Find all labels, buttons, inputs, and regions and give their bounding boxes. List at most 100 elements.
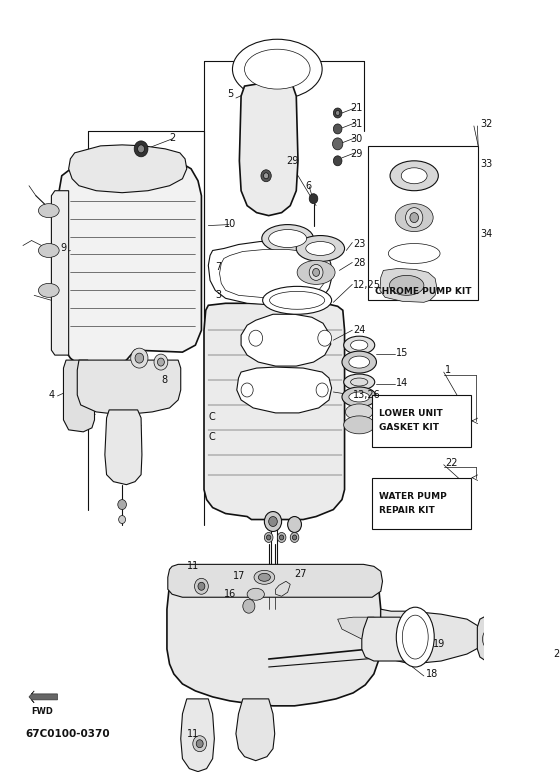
Polygon shape [77, 360, 181, 415]
Circle shape [309, 264, 323, 281]
Text: 16: 16 [224, 589, 236, 599]
Polygon shape [204, 303, 344, 519]
Polygon shape [167, 574, 381, 706]
Text: 29: 29 [286, 156, 298, 166]
Text: 10: 10 [224, 219, 236, 229]
Polygon shape [58, 151, 202, 370]
Circle shape [333, 108, 342, 118]
Polygon shape [181, 699, 214, 771]
Circle shape [318, 330, 332, 346]
Text: REPAIR KIT: REPAIR KIT [379, 506, 435, 515]
Circle shape [316, 383, 328, 397]
Circle shape [290, 533, 299, 543]
Text: 29: 29 [351, 149, 363, 159]
Text: 19: 19 [432, 639, 445, 649]
Circle shape [269, 516, 277, 526]
Text: 31: 31 [351, 119, 363, 129]
Text: 18: 18 [426, 669, 438, 679]
Polygon shape [29, 691, 58, 703]
Circle shape [277, 533, 286, 543]
Circle shape [405, 208, 423, 227]
Ellipse shape [390, 161, 438, 191]
Circle shape [288, 516, 301, 533]
Text: 22: 22 [445, 458, 458, 468]
Text: 33: 33 [480, 158, 492, 169]
Polygon shape [381, 609, 483, 664]
Circle shape [333, 156, 342, 165]
Circle shape [264, 512, 282, 532]
Ellipse shape [396, 608, 434, 667]
Text: 1: 1 [445, 365, 451, 375]
Polygon shape [220, 250, 325, 298]
Circle shape [157, 358, 164, 366]
Circle shape [130, 348, 148, 368]
Ellipse shape [346, 404, 373, 420]
Text: 30: 30 [351, 134, 363, 144]
Text: 17: 17 [232, 571, 245, 581]
Polygon shape [52, 191, 69, 355]
Polygon shape [241, 315, 331, 366]
Ellipse shape [306, 241, 335, 255]
Circle shape [243, 599, 255, 613]
Text: 11: 11 [187, 729, 199, 739]
Ellipse shape [247, 588, 264, 600]
Circle shape [249, 330, 263, 346]
Polygon shape [63, 360, 95, 432]
Circle shape [198, 582, 205, 591]
Circle shape [335, 111, 340, 115]
Circle shape [193, 736, 207, 751]
Circle shape [264, 533, 273, 543]
Polygon shape [236, 699, 275, 761]
Text: 3: 3 [215, 291, 221, 301]
Circle shape [410, 213, 418, 223]
Circle shape [196, 740, 203, 747]
Text: 6: 6 [305, 181, 311, 191]
Circle shape [488, 633, 498, 645]
Text: 7: 7 [215, 263, 221, 272]
Ellipse shape [39, 243, 59, 257]
Ellipse shape [402, 168, 427, 184]
Circle shape [241, 383, 253, 397]
Circle shape [135, 353, 144, 363]
Ellipse shape [342, 387, 376, 407]
Circle shape [333, 138, 343, 150]
Circle shape [312, 268, 320, 277]
Circle shape [309, 194, 318, 203]
Ellipse shape [269, 230, 307, 247]
Ellipse shape [296, 236, 344, 261]
Circle shape [555, 663, 560, 675]
Circle shape [267, 535, 271, 540]
Circle shape [264, 173, 269, 179]
Bar [372, 478, 472, 530]
Bar [368, 146, 478, 301]
Ellipse shape [389, 275, 424, 295]
Circle shape [292, 535, 297, 540]
Text: 12,25: 12,25 [353, 281, 381, 291]
Polygon shape [276, 581, 290, 596]
Polygon shape [380, 268, 437, 302]
Circle shape [506, 629, 523, 649]
Polygon shape [524, 624, 549, 657]
Text: 11: 11 [187, 561, 199, 571]
Polygon shape [208, 241, 332, 305]
Circle shape [118, 499, 127, 509]
Circle shape [483, 627, 503, 651]
Circle shape [279, 535, 284, 540]
Ellipse shape [297, 261, 335, 284]
Ellipse shape [342, 351, 376, 373]
Ellipse shape [395, 203, 433, 232]
Text: WATER PUMP: WATER PUMP [379, 492, 447, 501]
Ellipse shape [349, 356, 370, 368]
Text: 13,26: 13,26 [353, 390, 381, 400]
Ellipse shape [269, 291, 325, 309]
Circle shape [134, 141, 148, 157]
Ellipse shape [344, 416, 375, 434]
Polygon shape [105, 410, 142, 485]
Text: 28: 28 [353, 258, 366, 268]
Text: 15: 15 [396, 348, 409, 358]
Bar [372, 395, 472, 447]
Ellipse shape [39, 203, 59, 218]
Ellipse shape [39, 284, 59, 298]
Circle shape [138, 145, 144, 153]
Circle shape [154, 354, 168, 370]
